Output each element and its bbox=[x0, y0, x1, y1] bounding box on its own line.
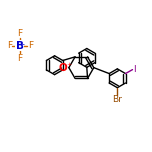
Text: B: B bbox=[16, 41, 24, 51]
Text: I: I bbox=[133, 65, 136, 74]
Text: Br: Br bbox=[112, 95, 122, 104]
Text: F: F bbox=[17, 54, 22, 63]
Text: F: F bbox=[17, 29, 22, 38]
Text: F: F bbox=[7, 41, 12, 50]
Text: F: F bbox=[28, 41, 33, 50]
Text: −: − bbox=[19, 41, 24, 46]
Text: +: + bbox=[66, 62, 71, 67]
Text: O: O bbox=[59, 63, 68, 73]
